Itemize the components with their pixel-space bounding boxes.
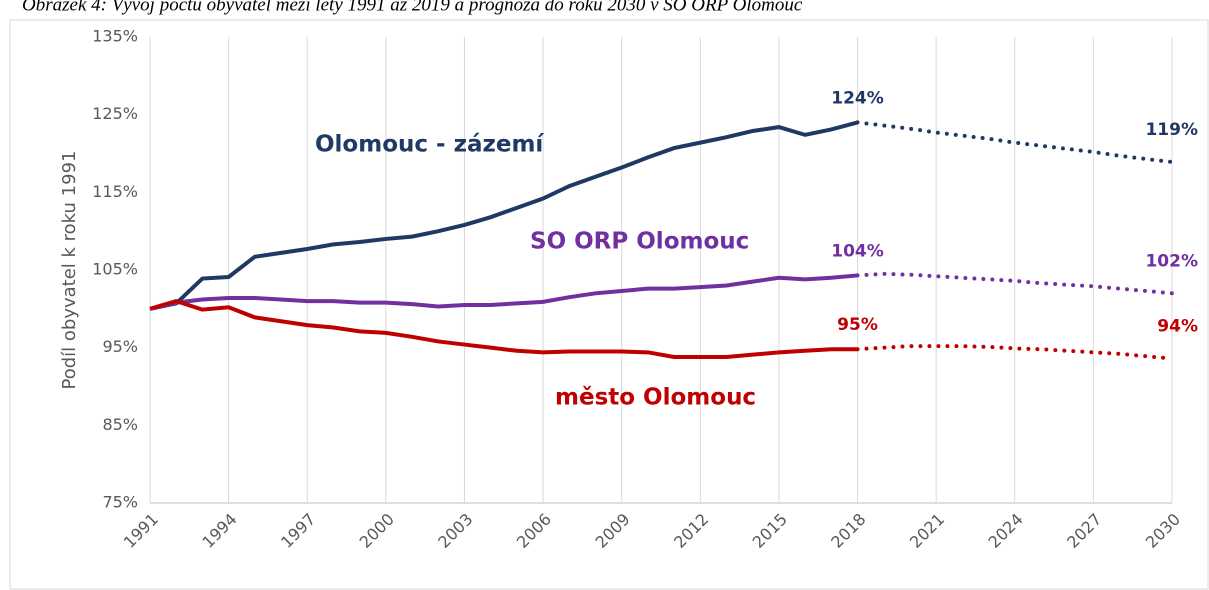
y-tick-label: 135% [92, 27, 138, 46]
data-label: 102% [1145, 251, 1198, 271]
y-tick-label: 95% [102, 337, 138, 356]
y-tick-label: 105% [92, 260, 138, 279]
forecast-line [855, 271, 1174, 296]
data-label: 124% [831, 88, 884, 108]
y-tick-label: 125% [92, 104, 138, 123]
data-label: 94% [1157, 317, 1198, 337]
series-line [149, 298, 858, 359]
y-tick-label: 75% [102, 493, 138, 512]
series-name: Olomouc - zázemí [315, 132, 544, 158]
series-name: město Olomouc [555, 385, 756, 411]
series-name: SO ORP Olomouc [530, 229, 749, 255]
chart-border [9, 19, 1209, 590]
series-line [149, 273, 858, 311]
series-line [149, 120, 859, 311]
y-tick-label: 115% [92, 182, 138, 201]
data-label: 95% [837, 315, 878, 335]
data-label: 119% [1145, 120, 1198, 140]
chart-title: Obrázek 4: Vývoj počtu obyvatel mezi let… [22, 0, 803, 15]
data-label: 104% [831, 241, 884, 261]
y-axis-label: Podíl obyvatel k roku 1991 [59, 151, 80, 390]
forecast-line [855, 344, 1174, 361]
y-tick-label: 85% [102, 415, 138, 434]
forecast-line [855, 120, 1174, 165]
